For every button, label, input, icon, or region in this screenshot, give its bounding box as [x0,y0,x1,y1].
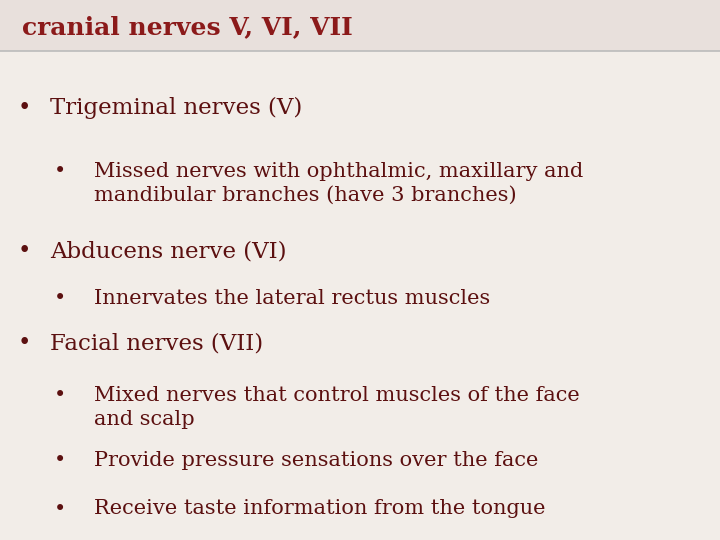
Text: •: • [54,386,66,405]
Text: •: • [54,162,66,181]
Text: •: • [18,97,32,119]
FancyBboxPatch shape [0,0,720,51]
Text: Receive taste information from the tongue: Receive taste information from the tongu… [94,500,545,518]
Text: •: • [54,451,66,470]
Text: Abducens nerve (VI): Abducens nerve (VI) [50,240,287,262]
Text: Missed nerves with ophthalmic, maxillary and
mandibular branches (have 3 branche: Missed nerves with ophthalmic, maxillary… [94,162,583,205]
Text: •: • [54,289,66,308]
Text: cranial nerves V, VI, VII: cranial nerves V, VI, VII [22,15,352,39]
Text: Mixed nerves that control muscles of the face
and scalp: Mixed nerves that control muscles of the… [94,386,580,429]
Text: •: • [18,332,32,354]
Text: •: • [18,240,32,262]
Text: •: • [54,500,66,518]
Text: Innervates the lateral rectus muscles: Innervates the lateral rectus muscles [94,289,490,308]
Text: Trigeminal nerves (V): Trigeminal nerves (V) [50,97,302,119]
Text: Provide pressure sensations over the face: Provide pressure sensations over the fac… [94,451,538,470]
Text: Facial nerves (VII): Facial nerves (VII) [50,332,264,354]
